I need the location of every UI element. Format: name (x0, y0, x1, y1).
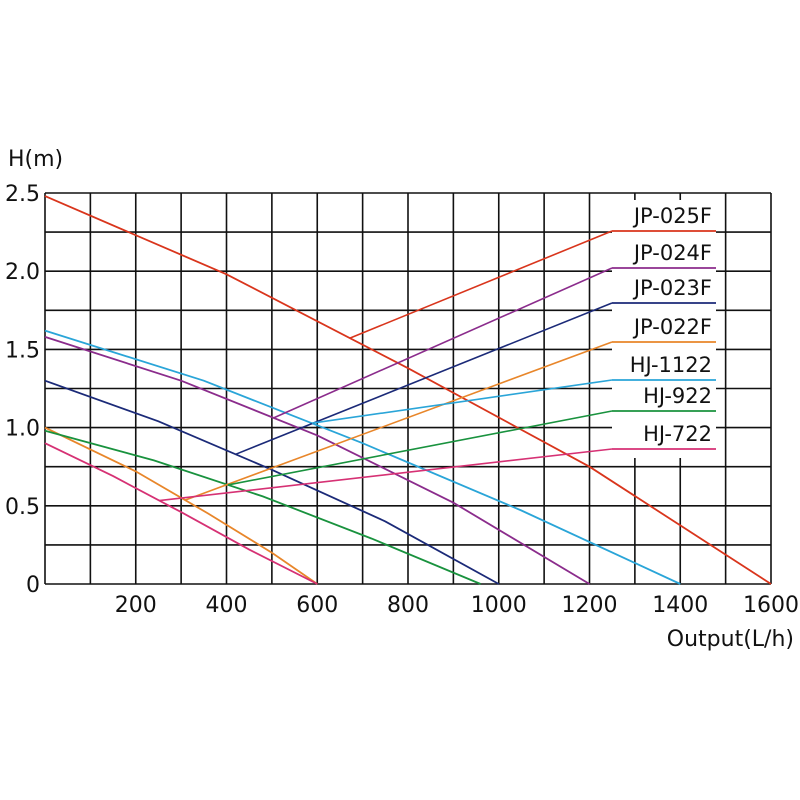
y-tick-label: 1.0 (5, 417, 40, 442)
leader-line-jp-024f (273, 267, 613, 419)
x-axis-label: Output(L/h) (667, 627, 794, 652)
curve-hj-922 (44, 429, 481, 585)
legend-label-hj-722: HJ-722 (643, 422, 712, 446)
legend-label-hj-1122: HJ-1122 (630, 353, 712, 377)
x-axis-tick-labels: 200 400 600 800 1000 1200 1400 1600 (115, 593, 799, 618)
legend-label-jp-023f: JP-023F (632, 276, 712, 300)
legend-label-hj-922: HJ-922 (643, 384, 712, 408)
y-tick-label: 2.5 (5, 182, 40, 207)
curve-hj-722 (44, 442, 318, 585)
legend-label-jp-025f: JP-025F (632, 204, 712, 228)
leader-line-hj-922 (227, 410, 613, 486)
curve-jp-024f (44, 336, 590, 585)
performance-curves (44, 195, 772, 585)
y-axis-tick-labels: 0 0.5 1.0 1.5 2.0 2.5 (5, 182, 40, 598)
x-tick-label: 1000 (471, 593, 527, 618)
legend-labels: JP-025F JP-024F JP-023F JP-022F HJ-1122 HJ-92… (612, 200, 716, 458)
leader-line-jp-023f (235, 302, 613, 456)
legend-background (612, 200, 716, 458)
x-tick-label: 1600 (743, 593, 799, 618)
curve-jp-025f (44, 195, 772, 585)
y-tick-label: 1.5 (5, 338, 40, 363)
y-axis-label: H(m) (8, 147, 63, 172)
x-tick-label: 400 (206, 593, 248, 618)
x-tick-label: 1400 (652, 593, 708, 618)
curve-jp-022f (44, 426, 318, 585)
leader-line-jp-022f (184, 341, 613, 501)
leader-line-hj-1122 (311, 379, 613, 425)
y-tick-label: 0 (26, 573, 40, 598)
legend-label-jp-022f: JP-022F (632, 315, 712, 339)
x-tick-label: 1200 (562, 593, 618, 618)
y-tick-label: 2.0 (5, 260, 40, 285)
y-tick-label: 0.5 (5, 495, 40, 520)
curve-jp-023f (44, 379, 500, 585)
x-tick-label: 800 (387, 593, 429, 618)
legend-leaders (159, 230, 613, 502)
legend-label-jp-024f: JP-024F (632, 241, 712, 265)
x-tick-label: 600 (296, 593, 338, 618)
leader-line-jp-025f (349, 230, 613, 339)
x-tick-label: 200 (115, 593, 157, 618)
curve-hj-1122 (44, 329, 681, 585)
leader-line-hj-722 (159, 448, 613, 502)
